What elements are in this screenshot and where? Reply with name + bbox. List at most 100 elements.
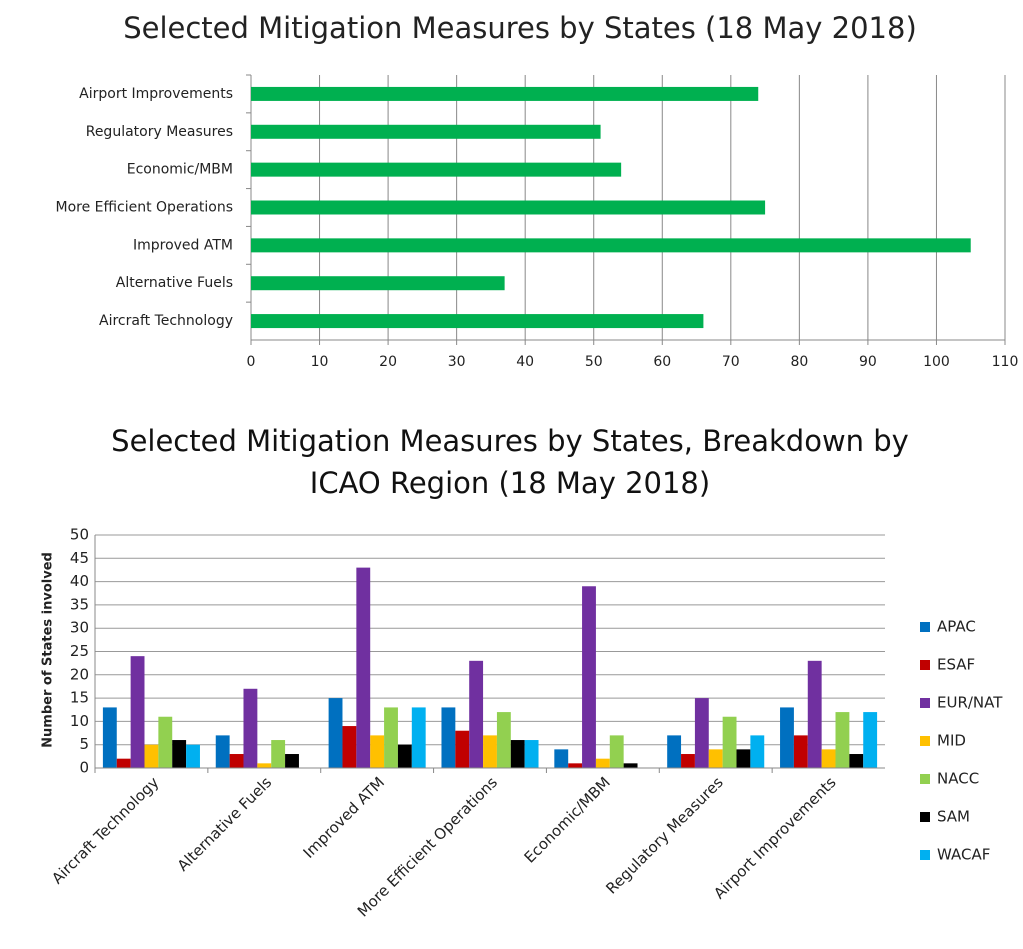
bar — [251, 124, 601, 139]
y-tick-label: 45 — [70, 549, 89, 567]
bar — [144, 744, 159, 768]
y-tick-label: Airport Improvements — [79, 86, 233, 102]
bar — [271, 740, 286, 768]
y-tick-label: 0 — [79, 759, 89, 777]
bar — [130, 656, 145, 768]
bar — [667, 735, 682, 768]
y-tick-label: More Efficient Operations — [55, 200, 233, 216]
bar — [821, 749, 836, 768]
bar — [251, 238, 971, 253]
bar — [510, 740, 525, 768]
bar — [582, 586, 596, 768]
bar — [469, 660, 484, 768]
x-tick-label: 70 — [722, 354, 740, 370]
bar — [441, 707, 456, 768]
x-tick-label: 0 — [247, 354, 256, 370]
bar — [172, 740, 187, 768]
bar — [285, 754, 299, 768]
x-tick-label: 30 — [448, 354, 466, 370]
legend-swatch — [920, 850, 930, 860]
bar — [780, 707, 794, 768]
y-tick-label: 35 — [70, 595, 89, 613]
bar — [251, 86, 759, 101]
x-tick-label: 60 — [653, 354, 671, 370]
bar — [708, 749, 723, 768]
bar — [251, 162, 622, 177]
bar — [835, 712, 850, 768]
bar — [609, 735, 624, 768]
x-tick-label: Alternative Fuels — [174, 773, 276, 875]
bar — [568, 763, 583, 768]
chart-title: Selected Mitigation Measures by States (… — [123, 11, 917, 45]
bar — [251, 314, 704, 329]
bar — [793, 735, 808, 768]
x-tick-label: 80 — [790, 354, 808, 370]
bar — [243, 688, 258, 768]
y-tick-label: 40 — [70, 572, 89, 590]
bar — [595, 758, 610, 768]
bar — [397, 744, 412, 768]
y-axis-label: Number of States involved — [41, 552, 56, 748]
bar — [251, 276, 505, 291]
bar — [102, 707, 117, 768]
bar — [251, 200, 766, 215]
x-tick-label: 40 — [516, 354, 534, 370]
legend-label: ESAF — [937, 656, 975, 674]
bar — [356, 567, 371, 768]
y-tick-label: 25 — [70, 642, 89, 660]
legend-swatch — [920, 660, 930, 670]
x-tick-label: Improved ATM — [300, 773, 389, 862]
y-tick-label: Alternative Fuels — [116, 275, 233, 291]
bar — [116, 758, 131, 768]
bar — [215, 735, 230, 768]
x-tick-label: 50 — [585, 354, 603, 370]
legend-label: APAC — [937, 618, 976, 636]
x-tick-label: Regulatory Measures — [602, 773, 726, 897]
y-tick-label: 30 — [70, 619, 89, 637]
y-tick-label: 20 — [70, 665, 89, 683]
y-tick-label: 5 — [79, 735, 89, 753]
x-tick-label: Airport Improvements — [710, 773, 839, 902]
bar — [328, 698, 343, 768]
y-tick-label: 15 — [70, 689, 89, 707]
bar — [483, 735, 497, 768]
bar — [807, 660, 822, 768]
bar — [342, 726, 357, 768]
x-tick-label: 100 — [923, 354, 950, 370]
x-tick-label: 20 — [379, 354, 397, 370]
bar — [186, 744, 200, 768]
bar — [722, 716, 737, 768]
legend-label: NACC — [937, 770, 979, 788]
legend-swatch — [920, 812, 930, 822]
bar — [384, 707, 398, 768]
legend-swatch — [920, 622, 930, 632]
y-tick-label: 50 — [70, 526, 89, 544]
bar — [158, 716, 173, 768]
legend-label: EUR/NAT — [937, 694, 1003, 712]
y-tick-label: Regulatory Measures — [86, 124, 233, 140]
y-tick-label: Aircraft Technology — [99, 313, 233, 329]
legend-label: MID — [937, 732, 966, 750]
legend-swatch — [920, 736, 930, 746]
legend-label: SAM — [937, 808, 970, 826]
bar — [681, 754, 695, 768]
bar — [736, 749, 751, 768]
bar — [411, 707, 426, 768]
bar — [554, 749, 569, 768]
legend-swatch — [920, 698, 930, 708]
x-tick-label: Economic/MBM — [521, 773, 614, 866]
x-tick-label: Aircraft Technology — [48, 773, 162, 887]
bar — [524, 740, 539, 768]
bar — [370, 735, 385, 768]
bar — [623, 763, 638, 768]
bar — [863, 712, 878, 768]
legend-swatch — [920, 774, 930, 784]
bar — [849, 754, 864, 768]
y-tick-label: Improved ATM — [133, 237, 233, 253]
bar — [257, 763, 272, 768]
x-tick-label: 10 — [311, 354, 329, 370]
y-tick-label: Economic/MBM — [127, 162, 233, 178]
bar — [496, 712, 511, 768]
bar — [750, 735, 765, 768]
